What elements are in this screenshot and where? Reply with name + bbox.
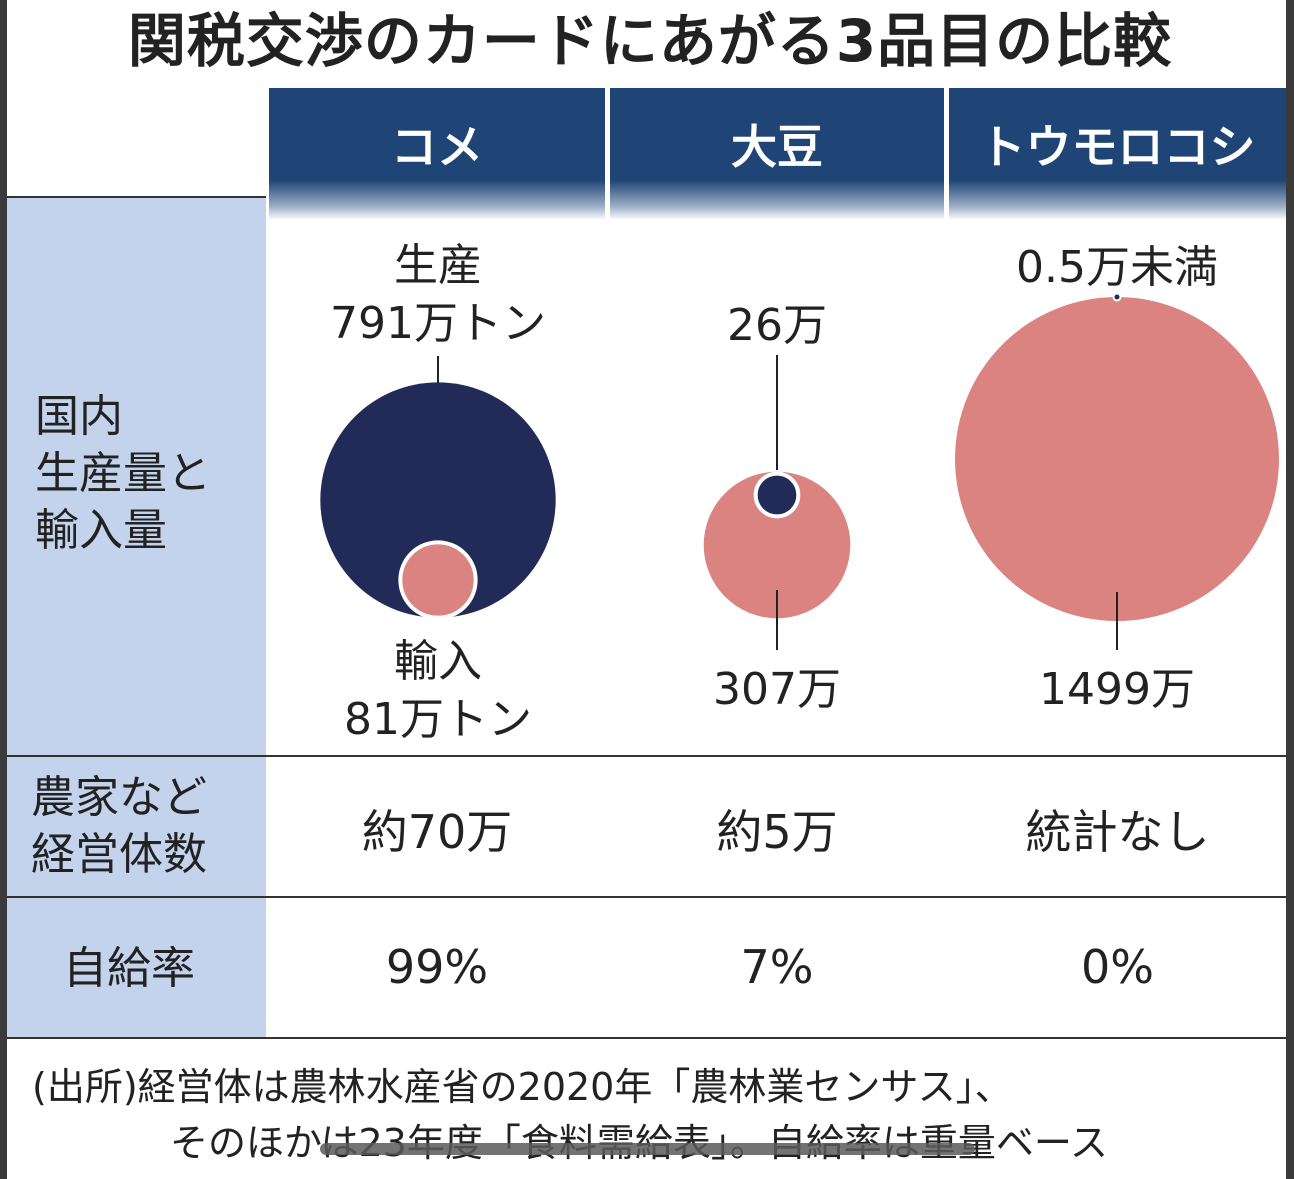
corn-production-bubble <box>1112 292 1122 302</box>
rice-self-sufficiency: 99% <box>385 940 489 994</box>
soy-production-value: 26万 <box>727 300 827 351</box>
rice-import-value: 81万トン <box>344 694 532 745</box>
column-header-corn: トウモロコシ <box>949 88 1286 220</box>
row-label-volume-line2: 生産量と <box>35 448 211 499</box>
row-label-volume-line1: 国内 <box>35 391 123 442</box>
source-note-line1: (出所)経営体は農林水産省の2020年「農林業センサス」、 <box>32 1065 1013 1109</box>
corn-import-bubble <box>955 297 1279 621</box>
chart-title: 関税交渉のカードにあがる3品目の比較 <box>127 7 1173 75</box>
corn-import-value: 1499万 <box>1039 664 1195 715</box>
soy-production-bubble <box>753 471 801 519</box>
corn-self-sufficiency: 0% <box>1081 940 1154 994</box>
column-header-soybean: 大豆 <box>610 88 944 220</box>
rice-production-value: 791万トン <box>330 298 546 349</box>
row-label-farms-line2: 経営体数 <box>31 829 207 880</box>
rule-top-left <box>7 196 266 198</box>
row-label-farms: 農家など 経営体数 <box>7 757 266 896</box>
soy-import-bubble <box>703 471 851 619</box>
row-label-volume: 国内 生産量と 輸入量 <box>7 198 266 755</box>
soy-import-value: 307万 <box>713 664 841 715</box>
corn-production-value: 0.5万未満 <box>1016 242 1218 293</box>
row-label-farms-line1: 農家など <box>31 772 207 823</box>
row-label-self-sufficiency-text: 自給率 <box>63 943 195 994</box>
soy-self-sufficiency: 7% <box>740 940 814 994</box>
rice-farms: 約70万 <box>361 805 513 859</box>
rice-import-bubble <box>398 540 478 620</box>
rice-production-bubble <box>320 382 556 618</box>
soy-farms: 約5万 <box>716 805 838 859</box>
rice-import-label: 輸入 <box>394 636 482 687</box>
column-header-rice: コメ <box>269 88 605 220</box>
right-border <box>1286 0 1294 1179</box>
row-label-volume-line3: 輸入量 <box>35 505 167 556</box>
row-label-self-sufficiency: 自給率 <box>7 898 266 1037</box>
rule-row2 <box>7 896 1286 898</box>
rule-row3 <box>7 1037 1286 1039</box>
left-border <box>0 0 7 1179</box>
rice-production-label: 生産 <box>394 240 482 291</box>
corn-farms: 統計なし <box>1025 805 1210 859</box>
scroll-indicator <box>320 1143 975 1155</box>
rule-row1 <box>7 755 1286 757</box>
